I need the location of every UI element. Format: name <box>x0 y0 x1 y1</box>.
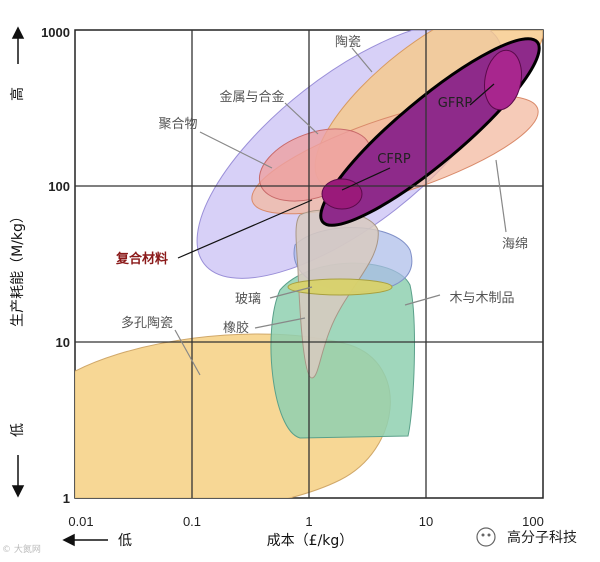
label-composites: 复合材料 <box>115 251 168 267</box>
label-metals: 金属与合金 <box>219 89 284 105</box>
x-tick-label: 10 <box>419 514 433 529</box>
regions-layer <box>75 30 543 498</box>
y-tick-label: 10 <box>56 335 70 350</box>
region-gfrp-core <box>484 49 522 111</box>
label-porous-ceramics: 多孔陶瓷 <box>121 315 173 331</box>
x-tick-label: 0.01 <box>68 514 93 529</box>
y-tick-label: 100 <box>48 179 70 194</box>
grid-lines <box>75 30 543 498</box>
leader-lines-dark <box>177 83 495 259</box>
y-axis-low-label: 低 <box>10 423 26 437</box>
label-cfrp: CFRP <box>377 152 411 167</box>
y-axis-title: 生产耗能（M/kg） <box>10 209 26 327</box>
region-glass <box>287 278 393 296</box>
y-tick-label: 1000 <box>41 25 70 40</box>
label-glass: 玻璃 <box>235 292 261 307</box>
label-polymers: 聚合物 <box>158 117 197 132</box>
y-axis-high-label: 高 <box>9 87 26 101</box>
leader-lines <box>174 47 507 376</box>
x-axis-title: 成本（£/kg） <box>267 533 354 549</box>
x-axis-arrow <box>62 533 108 547</box>
x-tick-label: 1 <box>305 514 312 529</box>
x-axis-direction-label: 低 <box>118 533 132 549</box>
watermark: © 大氮网 <box>2 543 41 555</box>
brand-icon <box>476 527 496 547</box>
x-tick-label: 100 <box>522 514 544 529</box>
label-wood: 木与木制品 <box>449 291 514 306</box>
label-gfrp: GFRP <box>438 96 473 111</box>
label-rubber: 橡胶 <box>223 320 249 336</box>
tick-labels: 0.01 0.1 1 10 100 1 10 100 1000 <box>41 25 544 529</box>
y-tick-label: 1 <box>63 491 70 506</box>
label-foam: 海绵 <box>502 237 528 252</box>
label-ceramics: 陶瓷 <box>335 34 361 50</box>
brand-name: 高分子科技 <box>507 529 577 546</box>
x-tick-label: 0.1 <box>183 514 201 529</box>
y-axis-arrows <box>11 26 25 498</box>
